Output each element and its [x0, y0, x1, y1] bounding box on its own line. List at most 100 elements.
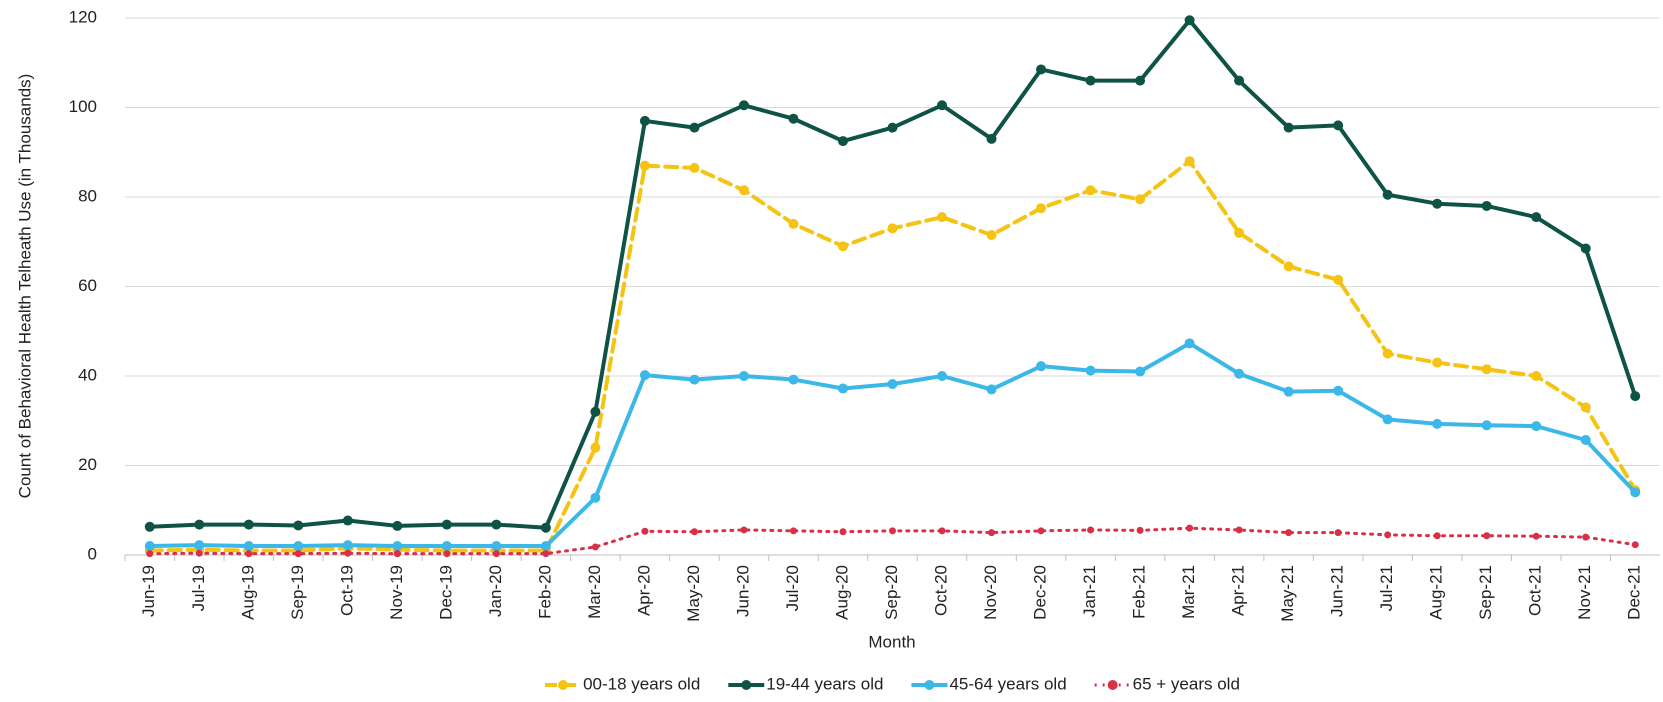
legend-marker [741, 680, 752, 690]
data-point [590, 406, 601, 417]
x-tick-label: Sep-20 [882, 565, 901, 620]
data-point [540, 541, 551, 552]
data-point [1333, 120, 1344, 131]
data-point [988, 529, 996, 537]
data-point [1135, 366, 1146, 377]
data-point [1433, 532, 1441, 540]
x-tick-label: Oct-19 [337, 565, 356, 616]
data-point [1580, 402, 1591, 413]
y-tick-label: 0 [88, 544, 97, 563]
data-point [491, 519, 502, 530]
data-point [1630, 391, 1641, 402]
data-point [937, 371, 948, 381]
x-tick-label: Feb-21 [1130, 565, 1149, 619]
x-tick-label: Jul-21 [1377, 565, 1396, 611]
x-tick-label: Mar-21 [1179, 565, 1198, 619]
data-point [937, 100, 948, 111]
data-point [690, 528, 698, 536]
data-point [1037, 527, 1045, 535]
data-point [738, 371, 749, 381]
data-point [1432, 198, 1443, 209]
data-point [1481, 364, 1492, 375]
x-tick-label: May-20 [684, 565, 703, 622]
data-point [689, 162, 700, 173]
data-point [491, 541, 502, 552]
data-point [788, 218, 799, 229]
legend-label: 45-64 years old [949, 674, 1066, 693]
x-tick-label: Sep-19 [288, 565, 307, 620]
data-point [1382, 189, 1393, 200]
data-point [1136, 526, 1144, 534]
data-point [1630, 487, 1641, 498]
x-tick-label: Sep-21 [1476, 565, 1495, 620]
data-point [293, 520, 304, 531]
data-point [542, 550, 550, 558]
x-tick-label: May-21 [1278, 565, 1297, 622]
data-point [1135, 194, 1146, 205]
legend-marker [1107, 680, 1118, 690]
data-point [887, 122, 898, 133]
data-point [986, 133, 997, 144]
data-point [1432, 357, 1443, 368]
data-point [837, 383, 848, 394]
x-axis-title: Month [868, 632, 915, 651]
data-point [1531, 421, 1542, 432]
data-point [144, 521, 155, 532]
data-point [1483, 532, 1491, 540]
data-point [1285, 529, 1293, 537]
x-tick-label: Dec-21 [1625, 565, 1644, 620]
legend: 00-18 years old 19-44 years old 45-64 year… [545, 674, 1240, 693]
x-tick-label: Aug-21 [1427, 565, 1446, 620]
data-point [788, 113, 799, 124]
y-tick-label: 20 [78, 455, 97, 474]
x-tick-label: Mar-20 [585, 565, 604, 619]
legend-label: 00-18 years old [583, 674, 700, 693]
data-point [837, 241, 848, 252]
data-point [839, 528, 847, 536]
data-point [1580, 434, 1591, 445]
data-point [1384, 531, 1392, 539]
legend-marker [924, 680, 935, 690]
data-point [1580, 243, 1591, 254]
y-tick-label: 120 [69, 7, 97, 26]
data-point [1532, 532, 1540, 540]
data-point [1531, 371, 1542, 381]
x-tick-label: Jan-21 [1080, 565, 1099, 617]
series-line [147, 159, 1638, 553]
y-tick-label: 60 [78, 276, 97, 295]
x-tick-label: Jun-19 [139, 565, 158, 617]
data-point [887, 379, 898, 390]
data-point [1631, 541, 1639, 549]
data-point [540, 522, 551, 533]
data-point [1283, 386, 1294, 397]
data-point [1283, 122, 1294, 133]
data-point [243, 519, 254, 530]
data-point [392, 520, 403, 531]
data-point [689, 374, 700, 385]
data-point [639, 115, 650, 126]
data-point [1333, 385, 1344, 396]
data-point [938, 527, 946, 535]
data-point [1333, 274, 1344, 285]
data-point [1382, 348, 1393, 359]
data-point [590, 442, 601, 453]
x-tick-label: Apr-21 [1229, 565, 1248, 616]
data-point [1481, 200, 1492, 211]
data-point [1481, 420, 1492, 431]
data-point [245, 550, 253, 558]
x-tick-label: Jan-20 [486, 565, 505, 617]
data-point [1184, 156, 1195, 167]
legend-item: 45-64 years old [911, 674, 1067, 693]
data-point [1432, 418, 1443, 429]
data-point [788, 374, 799, 385]
data-point [738, 185, 749, 196]
data-point [889, 527, 896, 535]
data-point [1234, 75, 1245, 86]
data-point [789, 527, 797, 535]
legend-label: 19-44 years old [766, 674, 883, 693]
data-point [441, 541, 452, 552]
x-tick-label: Aug-20 [832, 565, 851, 620]
data-point [986, 384, 997, 395]
data-point [639, 370, 650, 381]
